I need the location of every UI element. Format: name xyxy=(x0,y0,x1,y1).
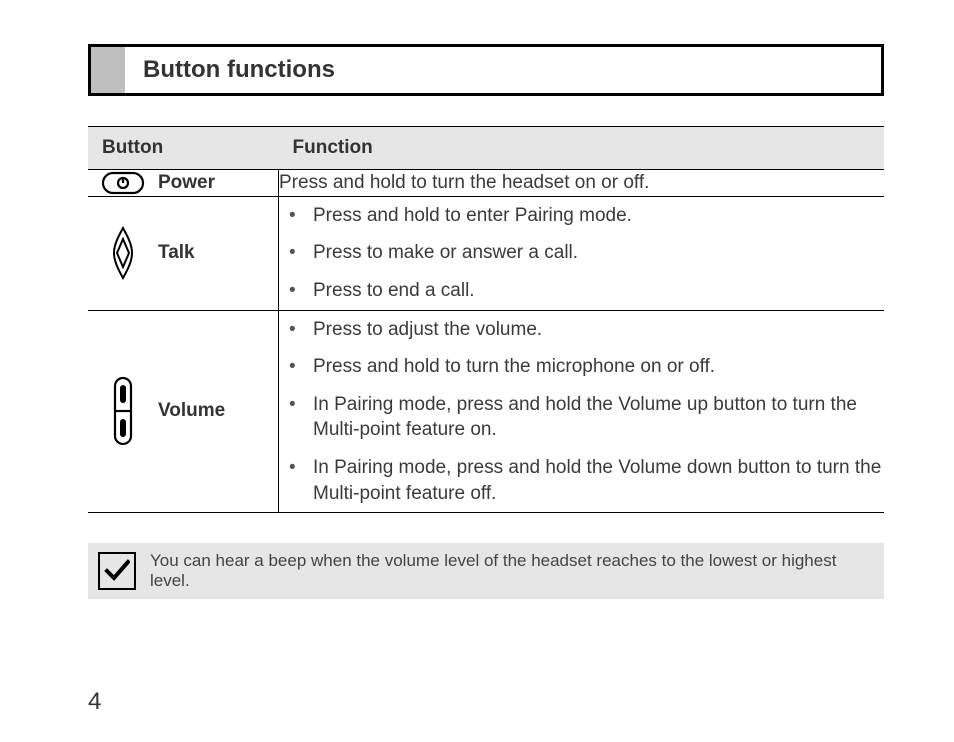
button-icon-cell xyxy=(88,170,158,197)
function-item: Press and hold to turn the microphone on… xyxy=(301,348,884,386)
function-item: Press to adjust the volume. xyxy=(301,311,884,349)
function-list: Press to adjust the volume. Press and ho… xyxy=(279,311,884,513)
table-header-row: Button Function xyxy=(88,127,884,170)
function-list: Press and hold to enter Pairing mode. Pr… xyxy=(279,197,884,310)
manual-page: Button functions Button Function Power xyxy=(0,0,954,742)
function-item: In Pairing mode, press and hold the Volu… xyxy=(301,449,884,512)
note-text: You can hear a beep when the volume leve… xyxy=(150,551,870,591)
table-row: Volume Press to adjust the volume. Press… xyxy=(88,310,884,513)
function-cell: Press and hold to turn the headset on or… xyxy=(279,170,885,197)
page-number: 4 xyxy=(88,688,101,716)
button-label: Talk xyxy=(158,196,279,310)
note-box: You can hear a beep when the volume leve… xyxy=(88,543,884,599)
col-header-button: Button xyxy=(88,127,279,170)
function-item: Press to end a call. xyxy=(301,272,884,310)
function-item: In Pairing mode, press and hold the Volu… xyxy=(301,386,884,449)
button-label: Volume xyxy=(158,310,279,513)
talk-icon xyxy=(108,225,138,281)
section-heading-bar: Button functions xyxy=(88,44,884,96)
heading-accent-block xyxy=(91,47,125,93)
function-item: Press and hold to enter Pairing mode. xyxy=(301,197,884,235)
section-heading: Button functions xyxy=(143,56,335,84)
button-functions-table: Button Function Power Press and hold to … xyxy=(88,126,884,513)
table-row: Talk Press and hold to enter Pairing mod… xyxy=(88,196,884,310)
volume-icon xyxy=(111,375,135,447)
button-label: Power xyxy=(158,170,279,197)
table-row: Power Press and hold to turn the headset… xyxy=(88,170,884,197)
function-item: Press to make or answer a call. xyxy=(301,234,884,272)
function-cell: Press to adjust the volume. Press and ho… xyxy=(279,310,885,513)
button-icon-cell xyxy=(88,196,158,310)
power-icon xyxy=(101,171,145,195)
col-header-function: Function xyxy=(279,127,885,170)
checkmark-icon xyxy=(98,552,136,590)
button-icon-cell xyxy=(88,310,158,513)
function-cell: Press and hold to enter Pairing mode. Pr… xyxy=(279,196,885,310)
